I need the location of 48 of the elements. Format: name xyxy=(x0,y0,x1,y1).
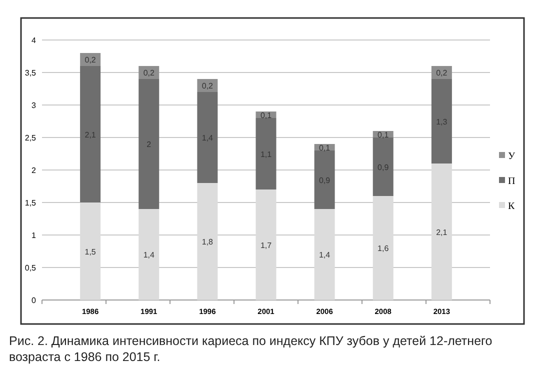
y-tick-label: 2,5 xyxy=(24,134,37,142)
data-label: 2,1 xyxy=(436,228,448,237)
bar xyxy=(431,79,452,164)
data-label: 1,1 xyxy=(260,150,272,159)
y-tick-label: 0,5 xyxy=(24,264,37,272)
data-label: 0,1 xyxy=(319,143,331,152)
legend-label: П xyxy=(508,176,516,187)
data-label: 0,2 xyxy=(202,82,214,90)
data-label: 2,1 xyxy=(84,130,96,140)
data-label: 0,2 xyxy=(84,56,96,64)
legend-label: У xyxy=(508,151,516,162)
data-label: 1,6 xyxy=(378,244,390,253)
bar xyxy=(431,164,452,300)
data-label: 1,4 xyxy=(319,250,331,260)
data-label: 0,1 xyxy=(260,110,272,120)
bar xyxy=(197,183,218,300)
y-tick-label: 1 xyxy=(32,231,37,240)
bar xyxy=(372,138,394,196)
legend-label: К xyxy=(508,201,515,212)
y-tick-label: 0 xyxy=(32,296,37,305)
bar xyxy=(314,150,335,209)
y-tick-label: 3,5 xyxy=(24,68,37,78)
bar xyxy=(372,196,394,300)
data-label: 0,9 xyxy=(378,162,390,172)
bar xyxy=(314,209,335,300)
data-label: 1,3 xyxy=(436,117,448,126)
bar xyxy=(197,92,218,183)
data-label: 0,2 xyxy=(436,68,448,78)
data-label: 2 xyxy=(146,140,152,149)
bar xyxy=(138,209,160,300)
y-tick-label: 2 xyxy=(32,166,37,175)
bar xyxy=(138,79,160,209)
data-label: 1,5 xyxy=(84,247,96,256)
data-label: 0,9 xyxy=(319,176,331,185)
data-label: 1,8 xyxy=(202,238,214,246)
text: Рис. 2. Динамика интенсивности кариеса по индексу КПУ зубов у детей 12-летнего возраста с 1986 по 2015 г. xyxy=(9,334,492,364)
data-label: 0,2 xyxy=(143,68,155,78)
data-label: 0,1 xyxy=(378,130,390,140)
bar xyxy=(80,66,101,202)
y-tick-label: 1,5 xyxy=(24,198,37,208)
data-label: 1,4 xyxy=(143,250,155,260)
data-label: 1,7 xyxy=(260,240,272,250)
bar xyxy=(256,190,276,300)
y-tick-label: 3 xyxy=(32,101,37,110)
bar xyxy=(256,118,276,190)
data-label: 1,4 xyxy=(202,134,214,142)
y-tick-label: 4 xyxy=(32,36,37,45)
bar xyxy=(80,202,101,300)
